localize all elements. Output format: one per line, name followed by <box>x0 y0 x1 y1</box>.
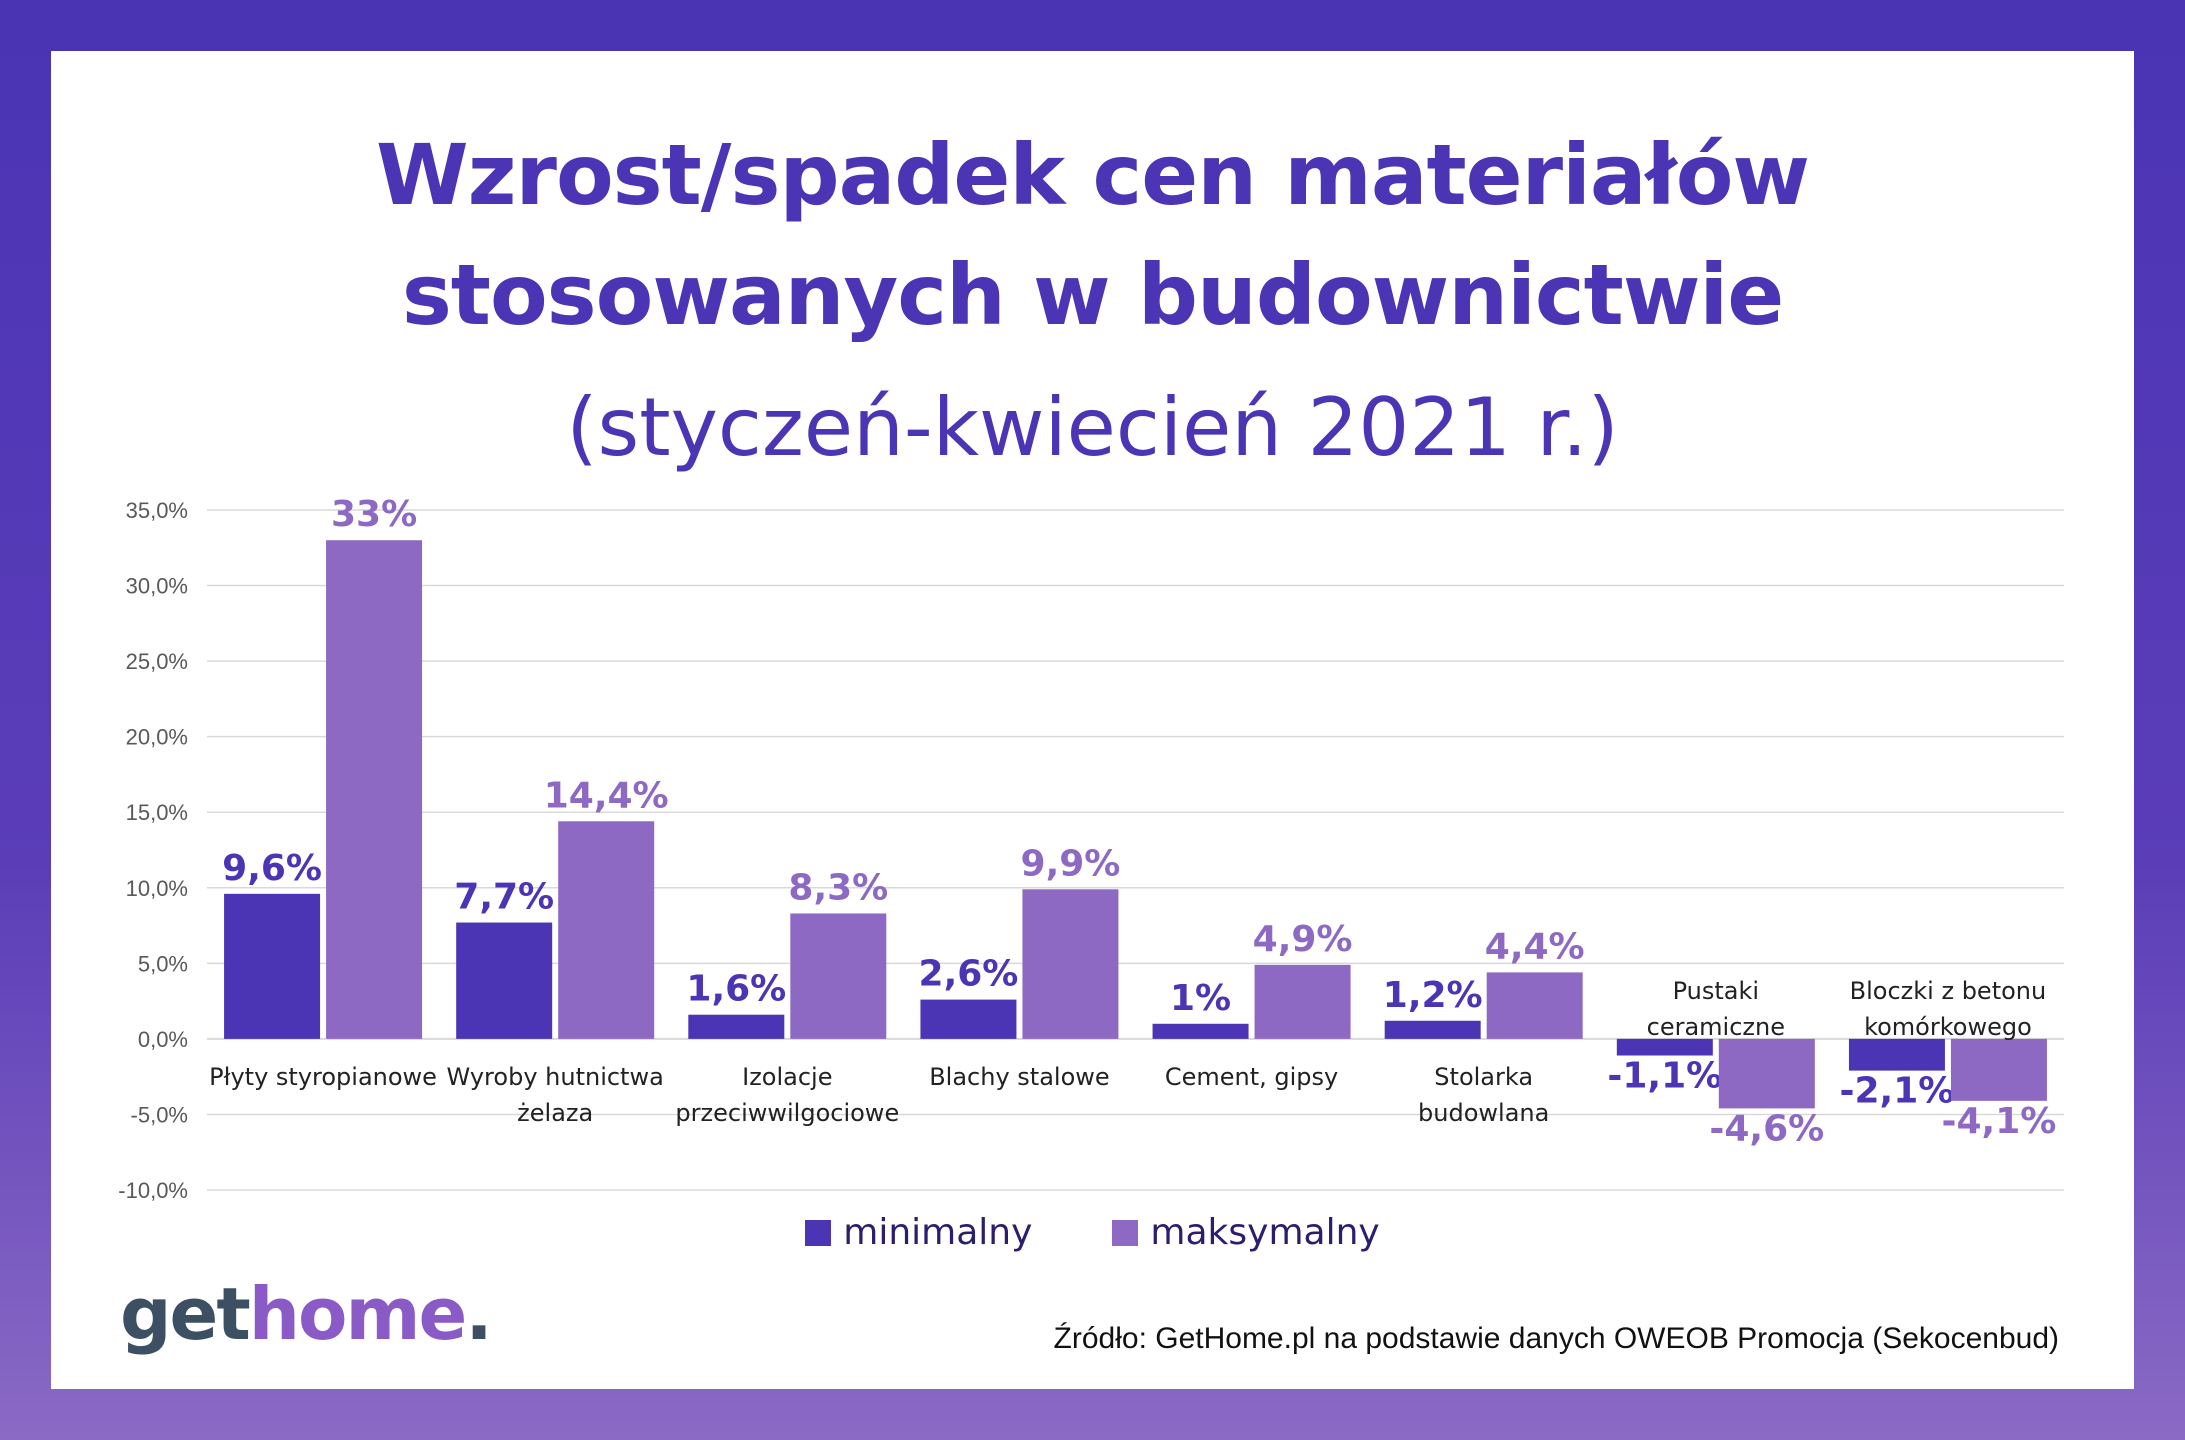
bar-maksymalny <box>1254 964 1351 1039</box>
bar-minimalny <box>456 922 553 1039</box>
gethome-logo: gethome. <box>120 1272 493 1356</box>
chart-title-line-1: Wzrost/spadek cen materiałów <box>375 126 1810 224</box>
y-tick-label: 25,0% <box>126 649 188 674</box>
data-label-maksymalny: 4,4% <box>1485 926 1585 967</box>
bar-maksymalny <box>326 540 423 1039</box>
y-tick-label: 30,0% <box>126 574 188 599</box>
chart-title-line-2: stosowanych w budownictwie <box>401 246 1784 344</box>
category-label: Izolacje <box>742 1063 832 1091</box>
data-label-minimalny: -1,1% <box>1607 1056 1722 1097</box>
bar-minimalny <box>1616 1038 1713 1056</box>
legend: minimalny maksymalny <box>0 1212 2185 1253</box>
y-tick-label: 5,0% <box>138 951 188 976</box>
bar-maksymalny <box>1950 1038 2047 1101</box>
data-label-maksymalny: 9,9% <box>1021 843 1121 884</box>
bar-minimalny <box>224 893 321 1039</box>
data-label-maksymalny: -4,6% <box>1709 1108 1824 1149</box>
legend-swatch-max <box>1112 1219 1139 1246</box>
category-label: ceramiczne <box>1647 1013 1785 1041</box>
chart-subtitle: (styczeń-kwiecień 2021 r.) <box>566 381 1619 474</box>
legend-item-max: maksymalny <box>1112 1212 1380 1253</box>
data-label-maksymalny: -4,1% <box>1942 1101 2057 1142</box>
bar-maksymalny <box>1718 1038 1815 1109</box>
bar-maksymalny <box>1486 972 1583 1039</box>
category-label: Stolarka <box>1434 1063 1533 1091</box>
legend-label-min: minimalny <box>843 1212 1033 1253</box>
category-label: przeciwwilgociowe <box>675 1099 899 1127</box>
bar-minimalny <box>1848 1038 1945 1071</box>
bar-minimalny <box>1152 1023 1249 1039</box>
logo-part-home: home <box>248 1272 468 1356</box>
data-label-maksymalny: 33% <box>331 494 417 535</box>
y-tick-label: -5,0% <box>131 1102 188 1127</box>
y-tick-label: -10,0% <box>118 1178 188 1203</box>
y-tick-label: 0,0% <box>138 1027 188 1052</box>
y-tick-label: 35,0% <box>126 498 188 523</box>
data-label-minimalny: 9,6% <box>222 848 322 889</box>
bar-maksymalny <box>1022 889 1119 1039</box>
y-tick-label: 20,0% <box>126 725 188 750</box>
category-label: Wyroby hutnictwa <box>447 1063 664 1091</box>
legend-label-max: maksymalny <box>1150 1212 1380 1253</box>
bar-maksymalny <box>790 913 887 1039</box>
data-label-minimalny: 1,2% <box>1383 975 1483 1016</box>
category-label: Bloczki z betonu <box>1850 977 2047 1005</box>
category-label: Pustaki <box>1673 977 1759 1005</box>
data-label-maksymalny: 14,4% <box>544 775 669 816</box>
legend-item-min: minimalny <box>805 1212 1032 1253</box>
category-label: Blachy stalowe <box>929 1063 1109 1091</box>
category-label: komórkowego <box>1864 1013 2032 1041</box>
y-tick-label: 15,0% <box>126 800 188 825</box>
bar-minimalny <box>920 999 1017 1039</box>
logo-part-dot: . <box>465 1272 492 1356</box>
data-label-minimalny: 1% <box>1170 978 1231 1019</box>
data-label-minimalny: 2,6% <box>919 954 1019 995</box>
data-label-maksymalny: 4,9% <box>1253 919 1353 960</box>
category-label: Cement, gipsy <box>1165 1063 1338 1091</box>
y-tick-label: 10,0% <box>126 876 188 901</box>
data-label-minimalny: 7,7% <box>454 877 554 918</box>
legend-swatch-min <box>805 1219 832 1246</box>
data-label-maksymalny: 8,3% <box>788 867 888 908</box>
source-note: Źródło: GetHome.pl na podstawie danych O… <box>1053 1322 2059 1355</box>
bar-minimalny <box>1384 1020 1481 1039</box>
category-label: żelaza <box>517 1099 593 1127</box>
logo-part-get: get <box>120 1272 251 1356</box>
bar-maksymalny <box>558 821 655 1039</box>
data-label-minimalny: 1,6% <box>686 969 786 1010</box>
category-label: budowlana <box>1418 1099 1549 1127</box>
data-label-minimalny: -2,1% <box>1840 1071 1955 1112</box>
bar-minimalny <box>688 1014 785 1039</box>
category-label: Płyty styropianowe <box>209 1063 437 1091</box>
